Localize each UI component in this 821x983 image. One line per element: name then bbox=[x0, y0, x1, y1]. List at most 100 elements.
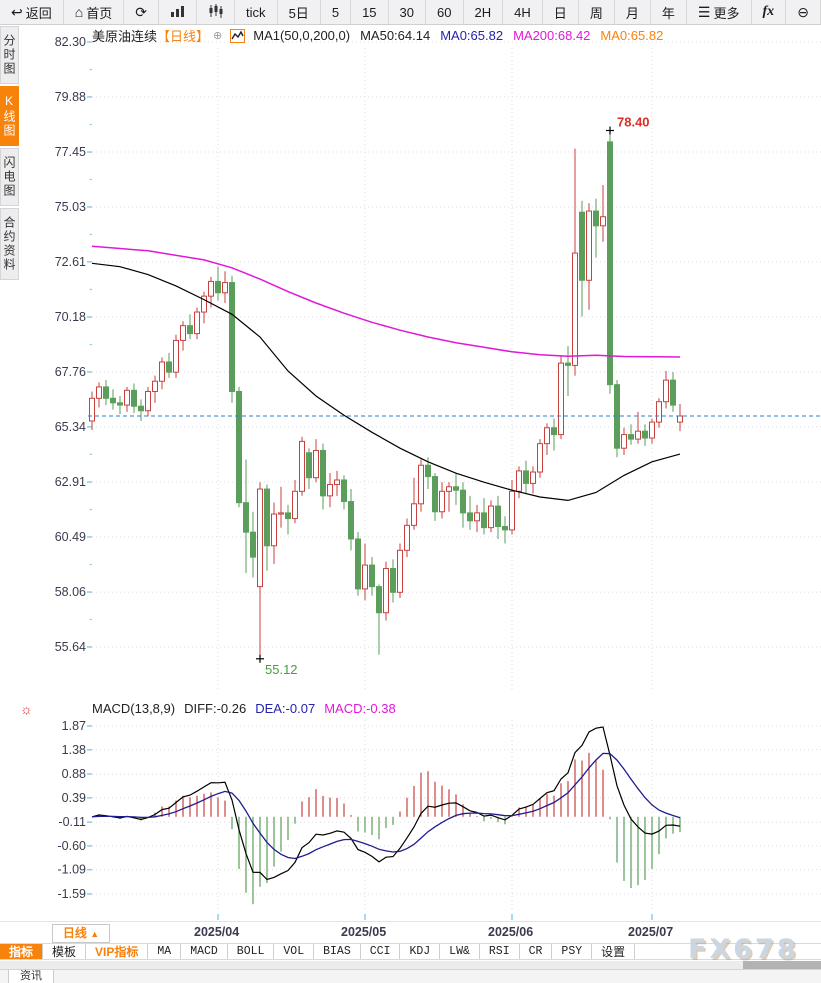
candle-body bbox=[593, 210, 599, 227]
toolbar-button-fx-icon[interactable]: fx bbox=[752, 0, 787, 24]
toolbar-button-candlestick-icon[interactable] bbox=[197, 0, 236, 24]
toolbar-button-周[interactable]: 周 bbox=[579, 0, 615, 24]
indicator-tab-bar: 指标 模板 VIP指标 MA MACD BOLL VOL BIAS CCI KDJ LW& RSI CR… bbox=[0, 943, 821, 960]
toolbar-button-bar-chart-icon[interactable] bbox=[159, 0, 198, 24]
bottom-tab-PSY[interactable]: PSY bbox=[552, 944, 593, 959]
toolbar-button-zoom-out-icon[interactable]: ⊖ bbox=[786, 0, 821, 24]
candle-body bbox=[390, 567, 396, 593]
toolbar-button-日[interactable]: 日 bbox=[543, 0, 579, 24]
toolbar-button-label: 30 bbox=[399, 4, 415, 20]
bottom-tab-BIAS[interactable]: BIAS bbox=[314, 944, 361, 959]
macd-axis-label: -0.60 bbox=[58, 839, 87, 853]
bottom-tab-设置[interactable]: 设置 bbox=[592, 944, 636, 959]
sidebar-item-K线图[interactable]: K线图 bbox=[0, 86, 19, 146]
sidebar-item-闪电图[interactable]: 闪电图 bbox=[0, 148, 19, 206]
toolbar-button-月[interactable]: 月 bbox=[615, 0, 651, 24]
bottom-tab-BOLL[interactable]: BOLL bbox=[228, 944, 275, 959]
price-axis-label: 62.91 bbox=[55, 475, 86, 489]
bottom-tab-RSI[interactable]: RSI bbox=[480, 944, 520, 959]
toolbar-button-back-icon[interactable]: ↩ 返回 bbox=[0, 0, 64, 24]
toolbar-button-menu-icon[interactable]: ☰ 更多 bbox=[687, 0, 752, 24]
candle-body bbox=[621, 434, 627, 449]
symbol-title: 美原油连续 bbox=[92, 28, 158, 44]
horizontal-scrollbar[interactable] bbox=[0, 961, 821, 969]
candle-body bbox=[313, 449, 319, 479]
macd-value: DIFF:-0.26 bbox=[184, 700, 247, 716]
candle-body bbox=[96, 386, 102, 399]
bottom-tab-指标[interactable]: 指标 bbox=[0, 944, 44, 959]
toolbar-button-5日[interactable]: 5日 bbox=[278, 0, 321, 24]
toolbar-button-15[interactable]: 15 bbox=[351, 0, 389, 24]
bottom-tab-KDJ[interactable]: KDJ bbox=[400, 944, 441, 959]
bottom-tab-CR[interactable]: CR bbox=[520, 944, 553, 959]
toolbar-button-tick[interactable]: tick bbox=[235, 0, 278, 24]
ma-value: MA1(50,0,200,0) bbox=[253, 27, 351, 43]
zoom-out-icon: ⊖ bbox=[797, 4, 809, 20]
candle-body bbox=[397, 549, 403, 593]
collapse-icon[interactable]: ⊕ bbox=[213, 29, 223, 42]
low-annotation: 55.12 bbox=[265, 662, 298, 677]
news-tab[interactable]: 资讯 bbox=[8, 970, 54, 983]
candle-body bbox=[187, 325, 193, 335]
toolbar-button-30[interactable]: 30 bbox=[389, 0, 427, 24]
toolbar-button-home-icon[interactable]: ⌂ 首页 bbox=[64, 0, 125, 24]
candle-body bbox=[110, 397, 116, 404]
candle-body bbox=[502, 525, 508, 531]
bottom-tab-CCI[interactable]: CCI bbox=[361, 944, 401, 959]
candle-body bbox=[103, 386, 109, 399]
sidebar-item-分时图[interactable]: 分时图 bbox=[0, 26, 19, 84]
dea-line bbox=[91, 752, 681, 860]
toolbar-button-5[interactable]: 5 bbox=[321, 0, 352, 24]
period-tag: 【日线】 bbox=[157, 28, 210, 44]
toolbar-button-label: 60 bbox=[437, 4, 452, 20]
toolbar-button-2H[interactable]: 2H bbox=[464, 0, 504, 24]
bottom-tab-VIP指标[interactable]: VIP指标 bbox=[86, 944, 149, 959]
ma-legend-values: MA1(50,0,200,0) MA50:64.14 MA0:65.82 MA200:… bbox=[253, 28, 663, 43]
macd-legend: MACD(13,8,9) DIFF:-0.26 DEA:-0.07 MACD:-0.3… bbox=[92, 700, 396, 716]
scrollbar-thumb[interactable] bbox=[743, 961, 821, 969]
top-toolbar: ↩ 返回 ⌂ 首页 ⟳ tick 5日 5 15 30 60 2H 4H 日周月年 ☰ 更多 fx ⊖ bbox=[0, 0, 821, 25]
macd-value: MACD(13,8,9) bbox=[92, 700, 176, 716]
candle-body bbox=[432, 476, 438, 513]
bottom-tab-MACD[interactable]: MACD bbox=[181, 944, 228, 959]
bottom-tab-模板[interactable]: 模板 bbox=[43, 944, 87, 959]
candle-body bbox=[628, 434, 634, 440]
high-annotation: 78.40 bbox=[617, 115, 650, 130]
indicator-chart-icon[interactable] bbox=[230, 29, 246, 43]
candle-body bbox=[327, 484, 333, 497]
candle-body bbox=[208, 280, 214, 297]
price-axis-label: 58.06 bbox=[55, 585, 86, 599]
toolbar-button-60[interactable]: 60 bbox=[426, 0, 464, 24]
candle-body bbox=[173, 339, 179, 373]
candle-body bbox=[509, 490, 515, 531]
bottom-tab-MA[interactable]: MA bbox=[148, 944, 182, 959]
toolbar-button-refresh-icon[interactable]: ⟳ bbox=[124, 0, 160, 24]
period-selector[interactable]: 日线 ▲ bbox=[52, 924, 110, 943]
candle-body bbox=[474, 512, 480, 522]
toolbar-button-4H[interactable]: 4H bbox=[503, 0, 543, 24]
bottom-tab-VOL[interactable]: VOL bbox=[274, 944, 315, 959]
candle-body bbox=[369, 564, 375, 588]
candle-body bbox=[677, 415, 683, 423]
home-icon: ⌂ bbox=[74, 4, 84, 20]
candle-body bbox=[383, 567, 389, 614]
candle-body bbox=[656, 401, 662, 423]
sidebar-item-合约资料[interactable]: 合约资料 bbox=[0, 208, 19, 280]
menu-icon: ☰ bbox=[697, 4, 711, 20]
candle-body bbox=[495, 505, 501, 527]
candle-body bbox=[278, 512, 284, 515]
diff-line bbox=[91, 726, 681, 881]
x-axis-label-2025/04: 2025/04 bbox=[194, 925, 240, 939]
x-axis-label-2025/07: 2025/07 bbox=[628, 925, 674, 939]
bottom-tab-LW&[interactable]: LW& bbox=[440, 944, 480, 959]
x-axis-row: 日线 ▲ 2025/04 2025/05 2025/06 2025/07 bbox=[0, 921, 821, 943]
price-axis-label: 55.64 bbox=[55, 640, 86, 654]
chart-legend: 美原油连续 【日线】 ⊕ MA1(50,0,200,0) MA50:64.14 MA… bbox=[92, 27, 663, 44]
indicator-settings-icon[interactable]: ☼ bbox=[20, 701, 33, 717]
toolbar-button-年[interactable]: 年 bbox=[651, 0, 687, 24]
candle-body bbox=[572, 252, 578, 366]
price-axis-label: 70.18 bbox=[55, 310, 86, 324]
candle-body bbox=[600, 216, 606, 227]
